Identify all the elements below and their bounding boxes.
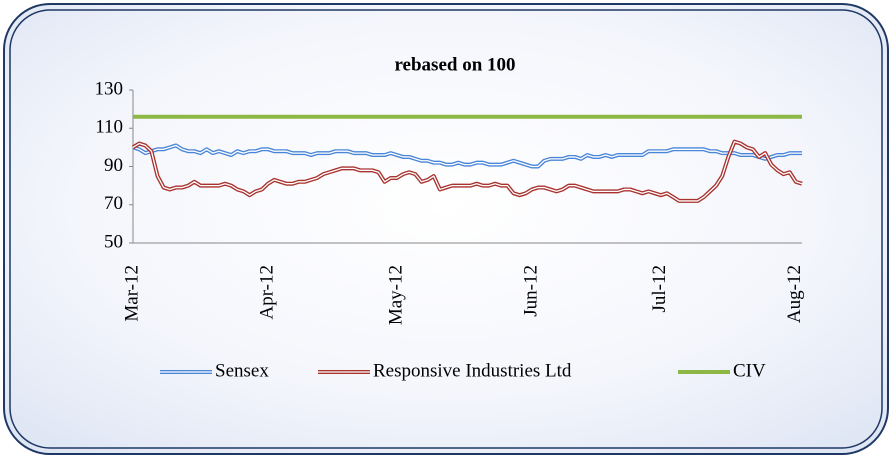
x-tick-label: Apr-12	[256, 265, 277, 320]
x-tick-label: Jun-12	[520, 265, 541, 317]
y-tick-label: 50	[104, 231, 123, 252]
series-line-highlight	[132, 144, 802, 168]
x-tick-label: Jul-12	[649, 265, 670, 313]
chart-title: rebased on 100	[394, 54, 515, 75]
frame-inner	[9, 9, 883, 449]
x-tick-label: Aug-12	[784, 265, 805, 323]
legend-label: CIV	[733, 360, 766, 381]
y-tick-label: 70	[104, 193, 123, 214]
y-tick-label: 110	[95, 117, 123, 138]
y-tick-label: 90	[104, 155, 123, 176]
y-tick-label: 130	[95, 78, 124, 99]
series-line-highlight	[132, 140, 803, 202]
x-tick-label: May-12	[385, 265, 406, 325]
legend-label: Sensex	[215, 360, 269, 381]
x-tick-label: Mar-12	[121, 265, 142, 322]
legend-label: Responsive Industries Ltd	[373, 360, 572, 381]
